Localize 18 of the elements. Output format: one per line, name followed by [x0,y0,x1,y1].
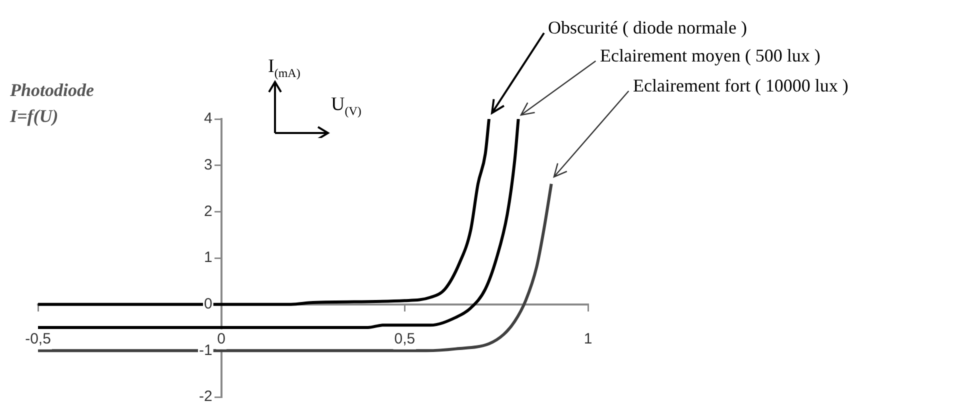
y-axis-title: I$_{(mA)}$ [268,56,300,81]
y-tick-label: -2 [198,388,212,406]
x-axis-title: U$_{(V)}$ [331,94,362,119]
annotation: Eclairement fort ( 10000 lux ) [633,76,848,96]
y-tick-label: -1 [198,342,212,359]
y-tick-label: 1 [204,249,212,266]
chart-title: Photodiode [10,80,94,101]
annotation: Eclairement moyen ( 500 lux ) [600,46,820,66]
y-tick-label: 4 [204,110,212,128]
chart-subtitle: I=f(U) [10,106,58,127]
y-tick-label: 0 [204,295,212,312]
x-tick-label: 1 [584,330,592,348]
y-tick-label: 3 [204,156,212,174]
x-tick-label: 0,5 [394,330,416,348]
x-tick-label: 0 [217,330,226,348]
annotation: Obscurité ( diode normale ) [548,18,747,38]
x-tick-label: -0,5 [25,330,51,348]
y-tick-label: 2 [204,202,212,220]
